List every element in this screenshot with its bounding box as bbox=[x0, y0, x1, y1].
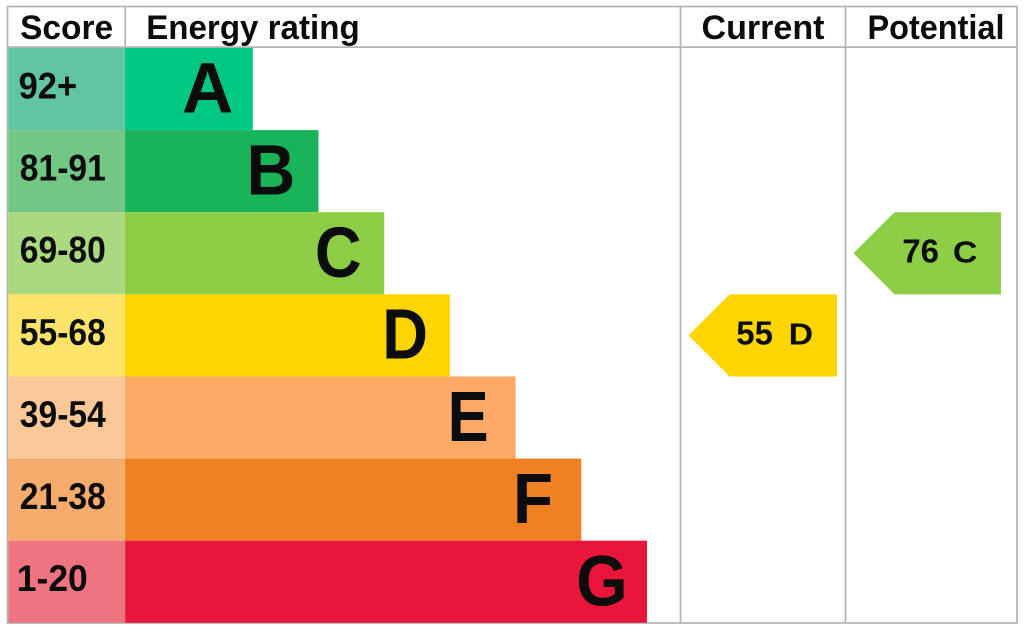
svg-text:21-38: 21-38 bbox=[20, 476, 106, 517]
svg-text:D: D bbox=[789, 316, 814, 351]
svg-text:Potential: Potential bbox=[868, 9, 1005, 47]
svg-text:C: C bbox=[315, 214, 362, 293]
svg-text:76: 76 bbox=[902, 232, 939, 269]
svg-text:39-54: 39-54 bbox=[20, 394, 106, 435]
svg-text:G: G bbox=[576, 542, 627, 621]
svg-text:Current: Current bbox=[702, 9, 825, 47]
svg-text:1-20: 1-20 bbox=[17, 558, 88, 599]
svg-text:D: D bbox=[382, 296, 428, 375]
svg-text:C: C bbox=[953, 234, 978, 269]
svg-text:E: E bbox=[448, 378, 489, 457]
svg-text:F: F bbox=[513, 460, 553, 539]
svg-text:Energy rating: Energy rating bbox=[146, 9, 360, 47]
svg-text:A: A bbox=[182, 50, 233, 129]
svg-text:81-91: 81-91 bbox=[20, 148, 106, 189]
svg-text:55: 55 bbox=[736, 314, 773, 351]
svg-text:69-80: 69-80 bbox=[20, 230, 106, 271]
svg-text:92+: 92+ bbox=[19, 66, 78, 107]
svg-text:Score: Score bbox=[20, 9, 113, 47]
svg-text:B: B bbox=[246, 132, 295, 211]
svg-text:55-68: 55-68 bbox=[20, 312, 106, 353]
